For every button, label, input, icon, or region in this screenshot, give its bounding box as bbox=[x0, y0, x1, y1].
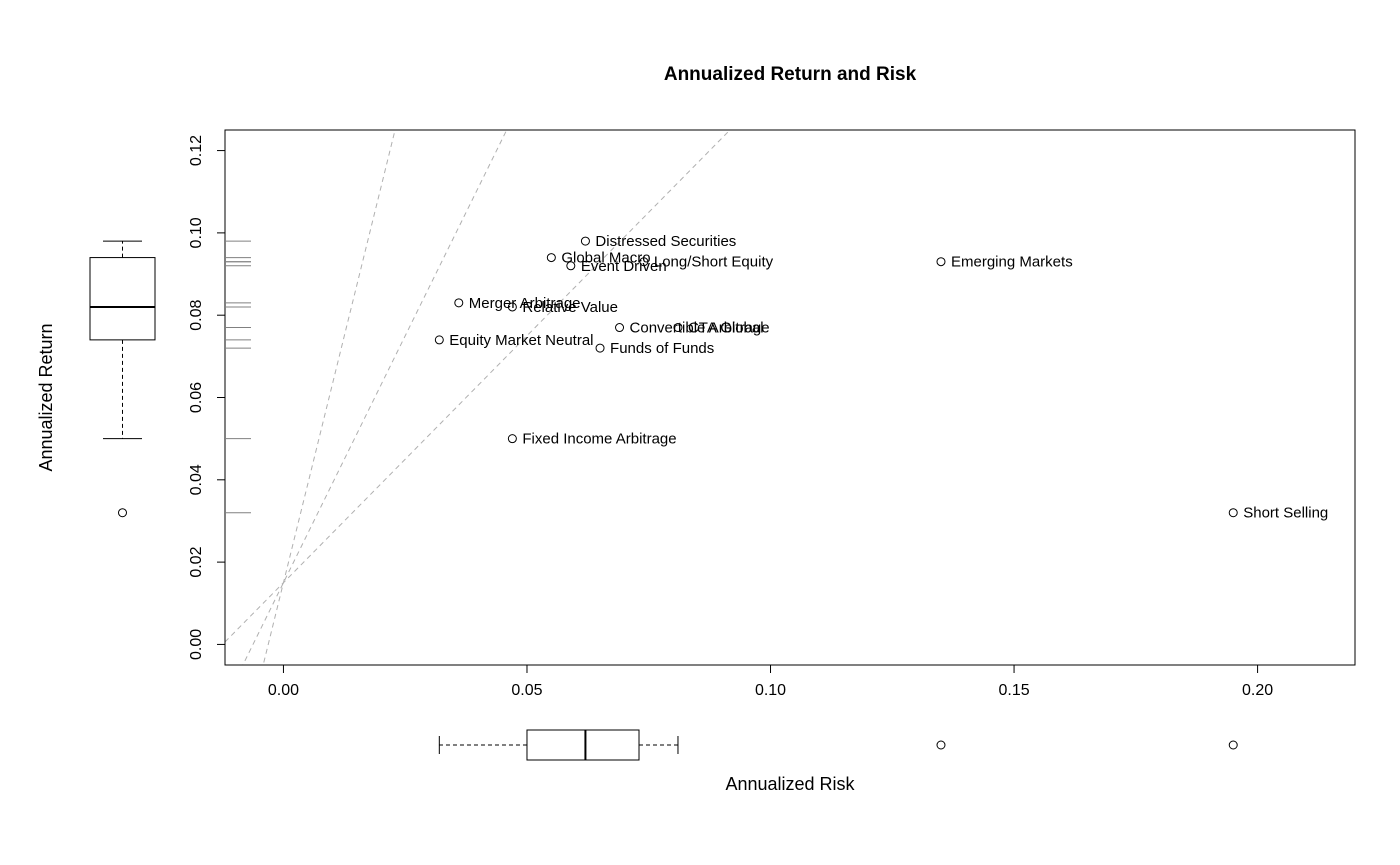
x-axis: 0.00 0.05 0.10 0.15 0.20 bbox=[268, 665, 1273, 699]
x-tick-label: 0.10 bbox=[755, 682, 786, 699]
data-point bbox=[455, 299, 463, 307]
y-tick-label: 0.02 bbox=[188, 546, 205, 577]
data-point bbox=[508, 435, 516, 443]
plot-border bbox=[225, 130, 1355, 665]
x-tick-label: 0.15 bbox=[998, 682, 1029, 699]
chart-stage: Annualized Return and Risk0.000.050.100.… bbox=[0, 0, 1400, 865]
y-axis: 0.00 0.02 0.04 0.06 0.08 0.10 0.12 bbox=[188, 135, 225, 660]
data-point-label: Fixed Income Arbitrage bbox=[522, 431, 676, 448]
data-point bbox=[937, 258, 945, 266]
scatter-points: Distressed SecuritiesGlobal MacroEvent D… bbox=[435, 233, 1328, 522]
y-tick-label: 0.10 bbox=[188, 217, 205, 248]
y-axis-label: Annualized Return bbox=[36, 323, 56, 471]
data-point-label: Emerging Markets bbox=[951, 254, 1073, 271]
boxplot-x bbox=[439, 730, 1237, 760]
data-point-label: Distressed Securities bbox=[595, 233, 736, 250]
chart-title: Annualized Return and Risk bbox=[664, 64, 917, 85]
data-point-label: Equity Market Neutral bbox=[449, 332, 593, 349]
data-point bbox=[616, 324, 624, 332]
data-point-label: CTA Global bbox=[688, 320, 764, 337]
data-point bbox=[547, 254, 555, 262]
y-tick-label: 0.00 bbox=[188, 629, 205, 660]
reference-lines bbox=[225, 0, 1355, 820]
rug-ticks bbox=[225, 241, 251, 513]
x-tick-label: 0.05 bbox=[511, 682, 542, 699]
data-point bbox=[435, 336, 443, 344]
x-tick-label: 0.00 bbox=[268, 682, 299, 699]
y-tick-label: 0.06 bbox=[188, 382, 205, 413]
data-point bbox=[581, 237, 589, 245]
x-axis-label: Annualized Risk bbox=[725, 774, 855, 794]
data-point-label: Short Selling bbox=[1243, 505, 1328, 522]
x-tick-label: 0.20 bbox=[1242, 682, 1273, 699]
y-tick-label: 0.08 bbox=[188, 300, 205, 331]
risk-return-chart: Annualized Return and Risk0.000.050.100.… bbox=[0, 0, 1400, 865]
data-point-label: Funds of Funds bbox=[610, 340, 714, 357]
data-point-label: Long/Short Equity bbox=[654, 254, 774, 271]
data-point bbox=[1229, 509, 1237, 517]
y-tick-label: 0.12 bbox=[188, 135, 205, 166]
y-tick-label: 0.04 bbox=[188, 464, 205, 495]
data-point bbox=[596, 344, 604, 352]
data-point-label: Relative Value bbox=[522, 299, 618, 316]
boxplot-y bbox=[90, 241, 155, 517]
